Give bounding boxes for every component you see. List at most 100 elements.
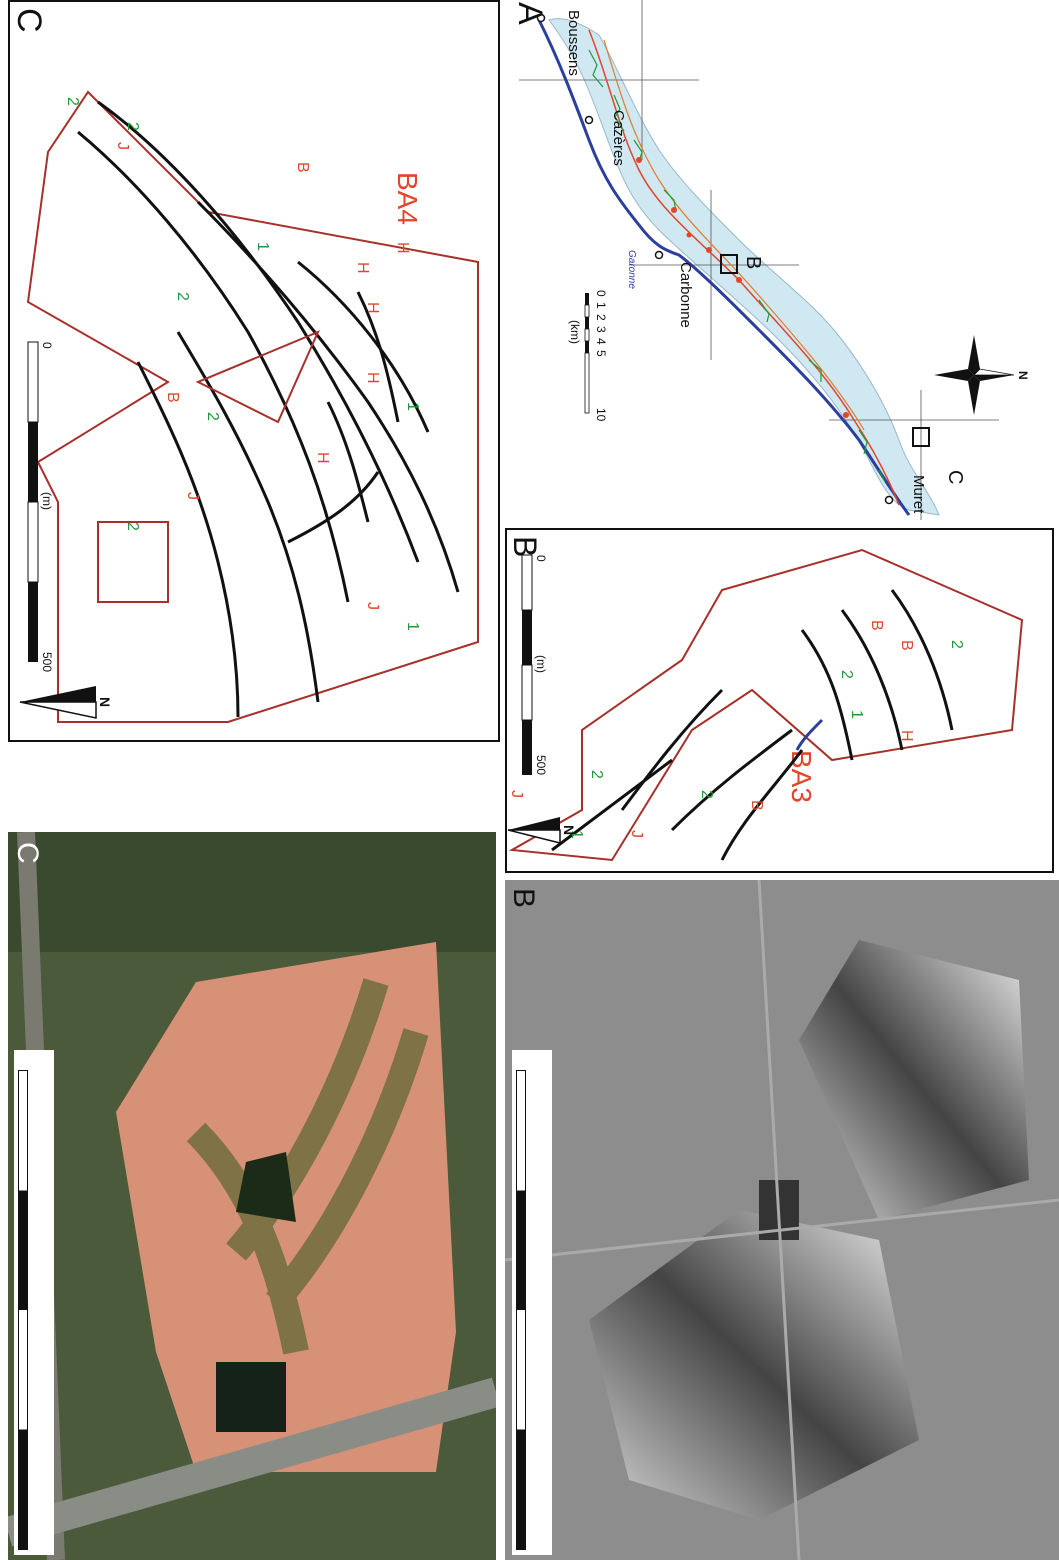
svg-text:1: 1 (568, 830, 585, 839)
compass-north-letter: N (1016, 371, 1030, 380)
svg-text:B: B (898, 640, 915, 651)
photo-b-roads (505, 880, 1059, 1560)
svg-text:2: 2 (588, 770, 605, 779)
panel-c-scale-tick-0: 0 (40, 342, 54, 349)
svg-text:H: H (314, 452, 331, 464)
compass-rose-icon: N (934, 335, 1030, 415)
svg-text:H: H (394, 242, 411, 254)
photo-c-aerial-color: C (8, 832, 496, 1560)
svg-text:2: 2 (64, 97, 81, 106)
ba4-pond-square (97, 521, 169, 603)
svg-text:B: B (294, 162, 311, 173)
svg-text:B: B (748, 800, 765, 811)
photo-b-letter: B (507, 888, 540, 908)
ba4-pond-triangle (195, 330, 320, 424)
ba3-unit-labels: B B H B J J 2 2 1 2 1 2 (508, 620, 965, 839)
svg-text:B: B (164, 392, 181, 403)
photo-b-field-north (799, 940, 1029, 1220)
panel-b-ba3-map: B BA3 B B H B J J 2 2 1 2 1 2 (505, 528, 1054, 873)
town-cazeres: Cazères (610, 110, 627, 166)
ba4-paleochannels (77, 100, 460, 718)
photo-b-scale-box (512, 1050, 552, 1555)
photo-c-crop-marks (186, 978, 429, 1355)
panel-c-ba4-map: C BA4 H H H H H B B J J J 1 1 (8, 0, 500, 742)
terrace-line-2 (603, 39, 865, 431)
svg-text:J: J (628, 830, 645, 838)
svg-text:J: J (184, 492, 201, 500)
ba4-site-label: BA4 (392, 172, 423, 225)
svg-text:2: 2 (204, 412, 221, 421)
photo-b-field-south (589, 1210, 919, 1520)
svg-text:H: H (354, 262, 371, 274)
panel-c-scale-unit: (m) (40, 492, 54, 510)
scale-tick-4: 4 (594, 338, 608, 345)
svg-text:1: 1 (404, 402, 421, 411)
svg-text:B: B (868, 620, 885, 631)
svg-text:H: H (364, 302, 381, 314)
photo-b-aerial-grey: B (505, 880, 1059, 1560)
garonne-valley-area (548, 18, 940, 516)
north-letter: N (561, 825, 577, 835)
scale-tick-3: 3 (594, 326, 608, 333)
panel-a-scale-bar (584, 293, 590, 414)
photo-c-road-2 (8, 1377, 496, 1547)
river-label: Garonne (626, 250, 637, 289)
svg-text:J: J (364, 602, 381, 610)
scale-tick-5: 5 (594, 350, 608, 357)
scale-tick-1: 1 (594, 302, 608, 309)
photo-c-letter: C (11, 842, 44, 864)
svg-text:2: 2 (124, 522, 141, 531)
photo-c-svg: C (8, 832, 496, 1560)
svg-text:1: 1 (254, 242, 271, 251)
photo-c-scale-box (14, 1050, 54, 1555)
garonne-river (537, 19, 911, 516)
svg-text:1: 1 (848, 710, 865, 719)
scale-tick-0: 0 (594, 290, 608, 297)
svg-text:2: 2 (174, 292, 191, 301)
photo-b-svg: B (505, 880, 1059, 1560)
north-arrow-icon: N (19, 686, 113, 719)
town-boussens: Boussens (565, 10, 582, 76)
inset-box-c (912, 427, 930, 447)
photo-c-pond (216, 1362, 286, 1432)
paleochannels-red (636, 157, 849, 418)
photo-c-wood (236, 1152, 296, 1222)
inset-label-c: C (944, 470, 966, 484)
panel-b-scale-bar (521, 554, 533, 775)
map-grid (519, 0, 999, 520)
town-muret: Muret (910, 475, 927, 514)
svg-text:1: 1 (404, 622, 421, 631)
svg-text:J: J (114, 142, 131, 150)
ba4-unit-labels: H H H H H B B J J J 1 1 1 2 2 2 2 2 (64, 97, 421, 631)
panel-b-scale-tick-0: 0 (534, 555, 548, 562)
svg-text:2: 2 (124, 122, 141, 131)
town-markers (536, 13, 894, 505)
svg-text:2: 2 (838, 670, 855, 679)
panel-b-scale-tick-500: 500 (534, 755, 548, 775)
panel-a-overview-map: A Boussens Cazères Carbonne Muret Garonn… (510, 0, 1059, 520)
panel-b-letter: B (507, 536, 543, 557)
ba3-site-label: BA3 (786, 750, 817, 803)
svg-text:H: H (364, 372, 381, 384)
overview-map-svg: A Boussens Cazères Carbonne Muret Garonn… (511, 0, 1030, 520)
ba3-map-svg: B BA3 B B H B J J 2 2 1 2 1 2 (507, 536, 1024, 862)
ba4-map-svg: C BA4 H H H H H B B J J J 1 1 (10, 8, 479, 723)
north-letter: N (97, 697, 113, 707)
panel-b-scale-unit: (m) (534, 655, 548, 673)
panel-c-letter: C (10, 8, 48, 33)
svg-text:J: J (508, 790, 525, 798)
scale-tick-10: 10 (594, 408, 608, 422)
scale-unit: (km) (568, 320, 582, 344)
ba4-boundary (26, 90, 479, 723)
ba3-modern-channel (795, 718, 824, 751)
north-arrow-icon: N (507, 817, 577, 844)
ba3-boundary (508, 548, 1024, 862)
svg-text:2: 2 (948, 640, 965, 649)
panel-c-scale-bar (27, 341, 39, 662)
town-carbonne: Carbonne (677, 262, 694, 328)
panel-c-scale-tick-500: 500 (40, 652, 54, 672)
inset-box-b (720, 254, 738, 274)
svg-text:2: 2 (698, 790, 715, 799)
ba3-paleochannels (551, 589, 954, 861)
panel-a-letter: A (511, 2, 549, 25)
